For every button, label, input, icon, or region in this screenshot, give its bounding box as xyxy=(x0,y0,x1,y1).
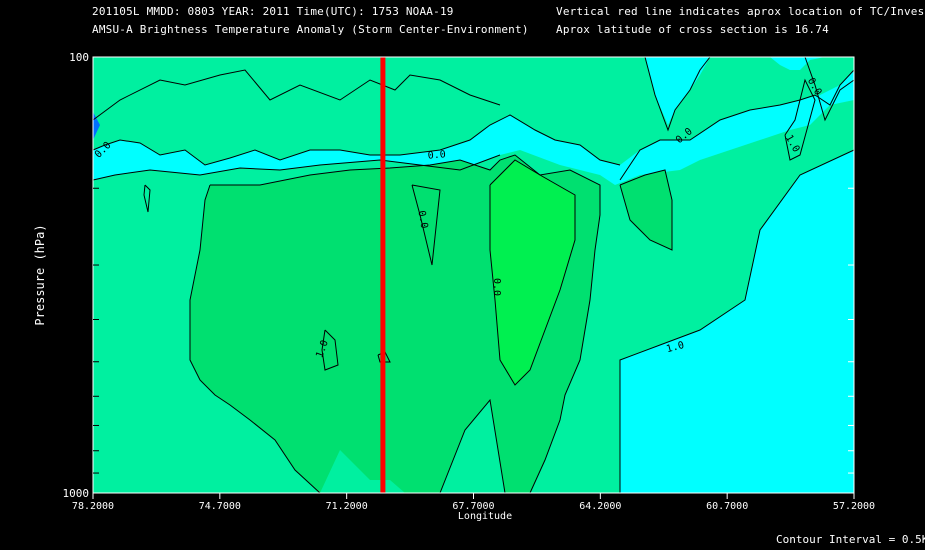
y-tick-label: 1000 xyxy=(63,487,90,500)
contour-line xyxy=(92,69,501,121)
contour-line xyxy=(619,69,855,181)
contour-line xyxy=(804,56,855,122)
contour-label: 0.0 xyxy=(491,278,502,296)
x-tick-label: 64.2000 xyxy=(579,501,621,512)
x-tick-label: 67.7000 xyxy=(452,501,494,512)
contour-label: 0.0 xyxy=(427,149,446,162)
contour-line xyxy=(619,169,673,251)
x-tick-label: 74.7000 xyxy=(199,501,241,512)
x-tick-label: 57.2000 xyxy=(833,501,875,512)
fill-green-region xyxy=(93,57,854,165)
contour-label: 0.0 xyxy=(415,210,429,230)
fill-bright-green-core xyxy=(490,160,575,385)
contour-interval-note: Contour Interval = 0.5K xyxy=(776,533,925,546)
contour-fills xyxy=(93,57,854,493)
fill-mid-green-patch-east xyxy=(620,170,672,250)
header-line2-right: Aprox latitude of cross section is 16.74 xyxy=(556,23,829,36)
contour-lines xyxy=(92,56,855,494)
x-tick-label: 60.7000 xyxy=(706,501,748,512)
contour-label: 1.0 xyxy=(665,340,685,355)
contour-line xyxy=(321,329,339,371)
contour-line xyxy=(411,184,441,266)
x-tick-label: 78.2000 xyxy=(72,501,114,512)
header-line2-left: AMSU-A Brightness Temperature Anomaly (S… xyxy=(92,23,529,36)
y-tick-label: 100 xyxy=(69,51,89,64)
contour-line xyxy=(644,56,711,132)
y-axis-label: Pressure (hPa) xyxy=(33,224,47,325)
x-tick-label: 71.2000 xyxy=(326,501,368,512)
contour-line xyxy=(619,149,855,493)
contour-line xyxy=(92,154,501,181)
x-axis-label: Longitude xyxy=(458,511,512,522)
contour-line xyxy=(784,78,816,161)
header-line1-right: Vertical red line indicates aprox locati… xyxy=(556,5,925,18)
contour-line xyxy=(143,184,151,213)
contour-line xyxy=(189,184,321,494)
header-line1-left: 201105L MMDD: 0803 YEAR: 2011 Time(UTC):… xyxy=(92,5,454,18)
contour-line xyxy=(92,114,621,166)
contour-line xyxy=(489,159,576,386)
axes: 78.2000 74.7000 71.2000 67.7000 64.2000 60.70… xyxy=(63,51,876,512)
